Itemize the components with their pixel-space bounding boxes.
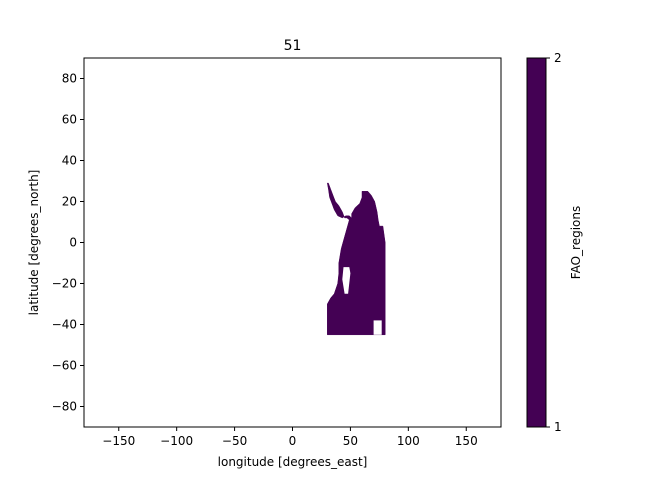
plot-frame	[84, 58, 501, 427]
colorbar-tick-label: 2	[554, 51, 562, 65]
y-tick-label: −20	[52, 277, 77, 291]
colorbar-ticks: 12	[546, 51, 562, 434]
colorbar-tick-label: 1	[554, 420, 562, 434]
chart-title: 51	[284, 38, 302, 54]
y-tick-label: 40	[62, 154, 77, 168]
colorbar-label: FAO_regions	[569, 206, 583, 279]
map-layer	[327, 183, 385, 335]
x-tick-label: −150	[102, 434, 135, 448]
y-tick-label: 80	[62, 72, 77, 86]
y-tick-label: 60	[62, 113, 77, 127]
y-tick-label: 20	[62, 195, 77, 209]
x-tick-label: 150	[455, 434, 478, 448]
y-tick-label: −40	[52, 318, 77, 332]
x-tick-label: −50	[222, 434, 247, 448]
region-51-area	[327, 183, 385, 335]
y-tick-label: 0	[69, 236, 77, 250]
land-gap-2	[374, 320, 382, 334]
y-tick-label: −60	[52, 359, 77, 373]
y-tick-label: −80	[52, 400, 77, 414]
y-axis-ticks: −80 −60 −40 −20 0 20 40 60 80	[52, 72, 84, 414]
x-tick-label: −100	[160, 434, 193, 448]
x-tick-label: 100	[397, 434, 420, 448]
colorbar	[527, 58, 546, 427]
x-axis-ticks: −150 −100 −50 0 50 100 150	[102, 427, 477, 448]
x-axis-label: longitude [degrees_east]	[218, 455, 368, 469]
y-axis-label: latitude [degrees_north]	[27, 170, 41, 316]
x-tick-label: 50	[343, 434, 358, 448]
land-gap-1	[339, 185, 350, 203]
x-tick-label: 0	[289, 434, 297, 448]
